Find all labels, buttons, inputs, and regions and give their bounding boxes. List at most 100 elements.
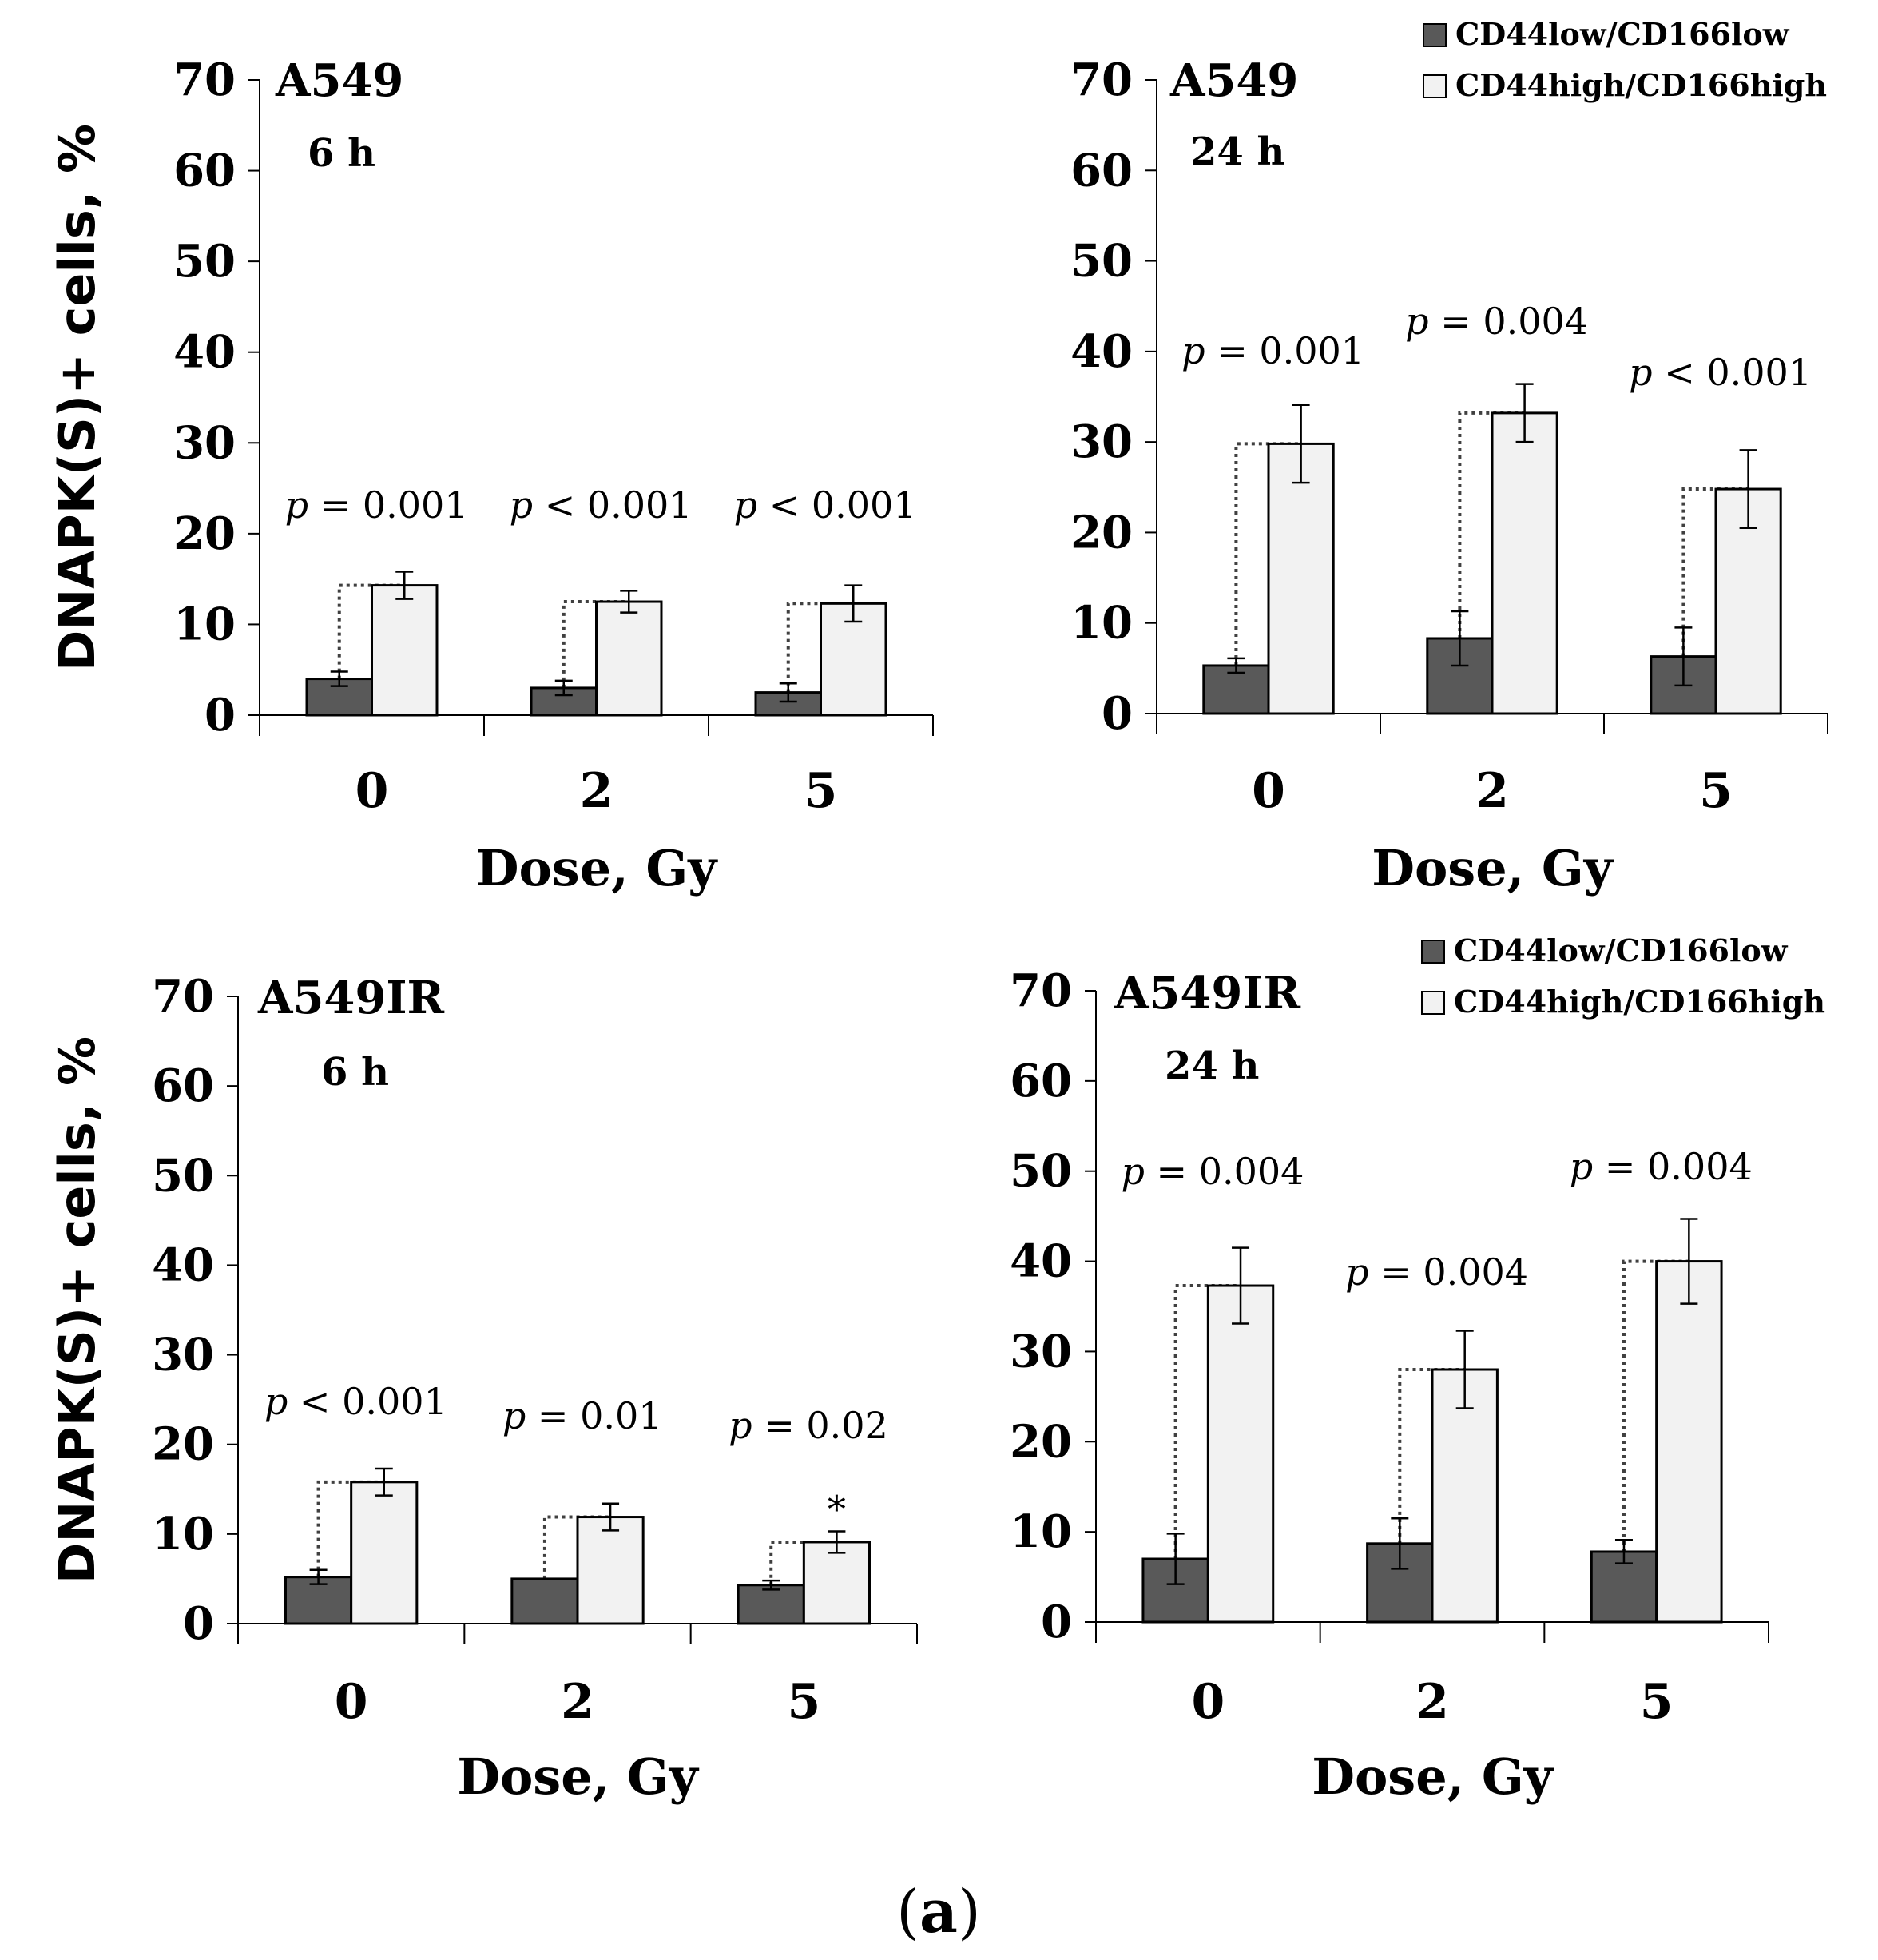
legend-label: CD44high/CD166high — [1454, 984, 1825, 1020]
p-symbol: p — [510, 483, 533, 527]
legend-swatch — [1421, 940, 1445, 964]
y-tick-label: 0 — [204, 689, 236, 741]
p-symbol: p — [1570, 1145, 1593, 1188]
y-tick-label: 10 — [1070, 597, 1133, 650]
y-tick-label: 30 — [1010, 1325, 1072, 1378]
y-tick-label: 40 — [173, 326, 236, 379]
y-tick-label: 50 — [1070, 235, 1133, 288]
bar-CD44high/CD166high — [595, 600, 663, 717]
chart-panel-4: 0 10 20 30 40 50 60 70 p = 0.004 0 p = 0.004 2 p = 0… — [1010, 932, 1825, 1806]
p-value-text: = 0.004 — [1429, 300, 1588, 343]
chart-panel-1: 0 10 20 30 40 50 60 70 p = 0.001 0 p < 0.001 2 p < 0… — [48, 54, 934, 897]
y-tick-label: 20 — [173, 507, 236, 560]
y-tick-label: 20 — [152, 1418, 214, 1471]
y-tick-label: 70 — [1010, 964, 1072, 1017]
p-symbol: p — [1181, 329, 1205, 372]
p-symbol: p — [264, 1380, 288, 1423]
p-symbol: p — [1405, 300, 1428, 343]
p-symbol: p — [1121, 1150, 1144, 1193]
time-label: 24 h — [1190, 129, 1284, 174]
chart-panel-3: 0 10 20 30 40 50 60 70 p < 0.001 0 p = 0.01 2 * p = 0… — [48, 970, 918, 1806]
y-axis-label: DNAPK(S)+ cells, % — [48, 124, 106, 671]
bar-CD44high/CD166high — [1206, 1284, 1275, 1624]
y-tick-label: 50 — [1010, 1145, 1072, 1198]
legend-swatch — [1423, 74, 1447, 98]
p-value-text: = 0.004 — [1593, 1145, 1752, 1188]
x-tick-label: 2 — [561, 1674, 594, 1730]
p-value-text: = 0.01 — [526, 1394, 661, 1437]
chart-panel-2: 0 10 20 30 40 50 60 70 p = 0.001 0 p = 0.004 2 p < 0… — [1070, 16, 1828, 897]
significance-asterisk: * — [828, 1487, 846, 1530]
legend: CD44low/CD166low CD44high/CD166high — [1421, 932, 1825, 1020]
p-value-text: = 0.001 — [1205, 329, 1364, 372]
cell-line-label: A549 — [1169, 54, 1298, 107]
x-tick-label: 5 — [1640, 1674, 1674, 1730]
time-label: 6 h — [308, 131, 375, 176]
y-tick-label: 60 — [1070, 144, 1133, 197]
legend-label: CD44low/CD166low — [1454, 932, 1789, 968]
x-axis-label: Dose, Gy — [457, 1747, 700, 1806]
y-tick-label: 0 — [183, 1597, 214, 1650]
y-tick-label: 20 — [1010, 1415, 1072, 1468]
p-value-label: p = 0.01 — [502, 1394, 662, 1437]
y-tick-label: 50 — [152, 1149, 214, 1202]
p-value-text: = 0.004 — [1145, 1150, 1304, 1193]
x-tick-label: 5 — [787, 1674, 820, 1730]
legend-swatch — [1423, 23, 1447, 47]
x-tick-label: 0 — [335, 1674, 368, 1730]
p-value-label: p = 0.001 — [1181, 329, 1364, 372]
y-tick-label: 30 — [1070, 415, 1133, 468]
legend-label: CD44low/CD166low — [1455, 16, 1790, 52]
y-tick-label: 40 — [1070, 325, 1133, 378]
legend-swatch — [1421, 991, 1445, 1015]
y-tick-label: 40 — [1010, 1235, 1072, 1288]
time-label: 6 h — [321, 1050, 389, 1095]
p-value-text: < 0.001 — [1653, 351, 1812, 394]
p-value-text: < 0.001 — [288, 1380, 447, 1423]
bar-CD44low/CD166low — [510, 1577, 579, 1625]
y-tick-label: 0 — [1102, 687, 1133, 740]
cell-line-label: A549IR — [1114, 967, 1301, 1020]
p-symbol: p — [734, 483, 757, 527]
bar-CD44low/CD166low — [737, 1584, 805, 1625]
x-tick-label: 0 — [1252, 763, 1285, 819]
bar-CD44high/CD166high — [576, 1516, 645, 1625]
bar-CD44high/CD166high — [1655, 1260, 1723, 1624]
bar-CD44high/CD166high — [802, 1541, 871, 1625]
p-value-text: < 0.001 — [533, 483, 692, 527]
caption-close: ) — [958, 1878, 981, 1946]
cell-line-label: A549 — [275, 54, 403, 107]
y-tick-label: 60 — [173, 145, 236, 197]
y-tick-label: 70 — [1070, 54, 1133, 106]
y-tick-label: 70 — [152, 970, 214, 1023]
p-value-label: p = 0.004 — [1121, 1150, 1304, 1193]
p-value-label: p < 0.001 — [264, 1380, 447, 1423]
x-tick-label: 0 — [1191, 1674, 1225, 1730]
y-tick-label: 0 — [1041, 1596, 1072, 1648]
y-tick-label: 20 — [1070, 506, 1133, 559]
legend-label: CD44high/CD166high — [1455, 67, 1827, 103]
p-symbol: p — [1345, 1250, 1368, 1294]
p-symbol: p — [729, 1404, 752, 1447]
y-tick-label: 10 — [152, 1508, 214, 1560]
p-value-label: p < 0.001 — [734, 483, 917, 527]
y-tick-label: 30 — [152, 1329, 214, 1382]
bar-CD44high/CD166high — [1267, 442, 1335, 715]
p-symbol: p — [285, 483, 308, 527]
p-value-label: p = 0.004 — [1405, 300, 1588, 343]
p-value-label: p = 0.004 — [1570, 1145, 1753, 1188]
p-value-text: = 0.02 — [752, 1404, 888, 1447]
legend: CD44low/CD166low CD44high/CD166high — [1423, 16, 1827, 103]
bar-CD44high/CD166high — [350, 1481, 419, 1625]
x-tick-label: 5 — [804, 763, 838, 819]
p-symbol: p — [502, 1394, 526, 1437]
p-value-label: p = 0.004 — [1345, 1250, 1528, 1294]
x-axis-label: Dose, Gy — [1312, 1747, 1554, 1806]
cell-line-label: A549IR — [257, 972, 445, 1024]
p-value-label: p = 0.001 — [285, 483, 468, 527]
p-value-text: = 0.004 — [1369, 1250, 1528, 1294]
p-value-label: p < 0.001 — [510, 483, 693, 527]
p-symbol: p — [1629, 351, 1652, 394]
y-axis-label: DNAPK(S)+ cells, % — [48, 1036, 106, 1584]
